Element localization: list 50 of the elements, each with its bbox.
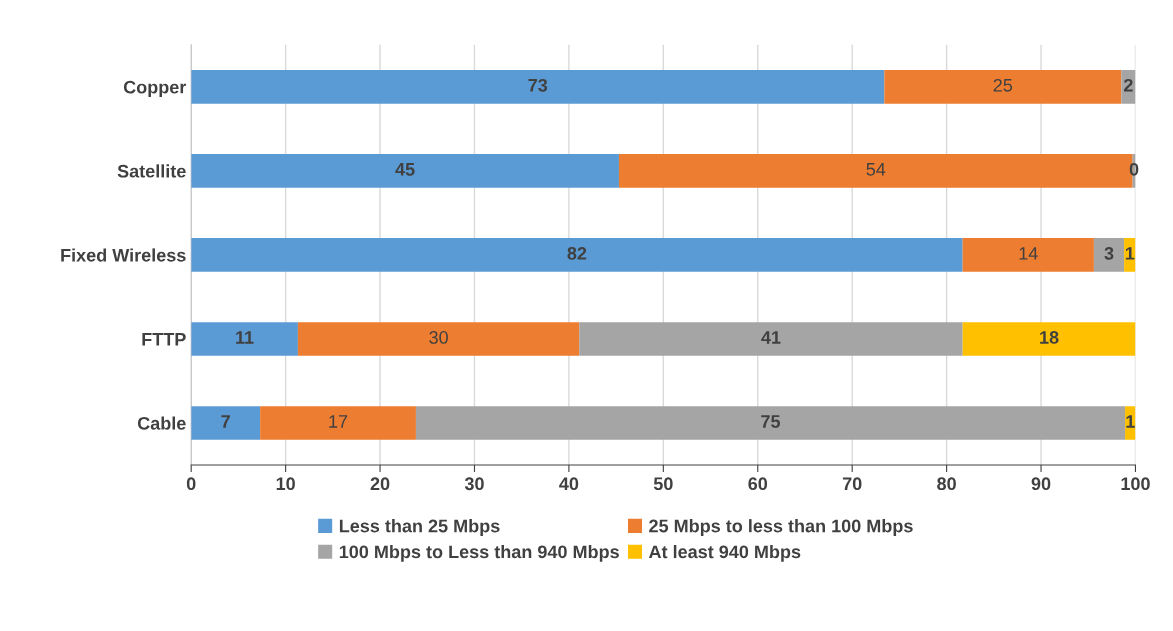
- data-label: 30: [429, 331, 448, 344]
- legend-label: Less than 25 Mbps: [339, 519, 500, 536]
- legend-label: At least 940 Mbps: [648, 544, 801, 562]
- x-tick-label: 20: [370, 477, 390, 491]
- y-tick-label: Cable: [137, 416, 186, 430]
- x-tick-label: 0: [186, 477, 196, 491]
- data-label: 54: [866, 163, 886, 176]
- y-tick-label: Satellite: [117, 164, 186, 178]
- bar: [415, 406, 1126, 440]
- data-label: 3: [1104, 246, 1114, 260]
- x-tick-label: 90: [1031, 477, 1051, 491]
- bar: [884, 70, 1122, 104]
- x-tick-label: 10: [276, 477, 295, 491]
- x-tick-label: 60: [748, 477, 768, 491]
- data-label: 2: [1123, 78, 1133, 92]
- data-label: 11: [236, 331, 254, 344]
- data-label: 45: [395, 163, 415, 176]
- y-tick-label: Fixed Wireless: [61, 248, 186, 262]
- bar: [191, 322, 298, 356]
- bar: [260, 406, 416, 440]
- x-tick-label: 70: [842, 477, 862, 491]
- bar: [1093, 238, 1125, 272]
- data-label: 82: [567, 246, 587, 260]
- bar: [962, 322, 1136, 356]
- data-label: 7: [221, 415, 230, 428]
- y-tick-label: Copper: [123, 80, 187, 98]
- data-label: 18: [1040, 331, 1059, 344]
- bar: [191, 154, 619, 188]
- data-label: 14: [1019, 247, 1038, 260]
- x-tick-label: 80: [937, 477, 956, 491]
- bar: [191, 406, 261, 440]
- bar: [297, 322, 580, 356]
- data-label: 75: [761, 415, 781, 428]
- data-label: 25: [993, 78, 1013, 92]
- data-label: 1: [1126, 415, 1135, 428]
- x-tick-label: 100: [1121, 477, 1150, 491]
- bar: [191, 70, 885, 104]
- bar: [962, 238, 1094, 272]
- y-tick-label: FTTP: [142, 333, 186, 346]
- data-label: 17: [329, 415, 348, 428]
- data-label: 41: [761, 331, 781, 344]
- legend-label: 25 Mbps to less than 100 Mbps: [649, 519, 913, 536]
- data-label: 1: [1125, 247, 1135, 260]
- x-tick-label: 30: [464, 477, 484, 491]
- bar: [191, 238, 963, 272]
- x-tick-label: 40: [559, 477, 579, 491]
- legend-label: 100 Mbps to Less than 940 Mbps: [339, 544, 619, 562]
- bar: [579, 322, 963, 356]
- data-label: 73: [528, 78, 548, 92]
- x-tick-label: 50: [653, 477, 673, 491]
